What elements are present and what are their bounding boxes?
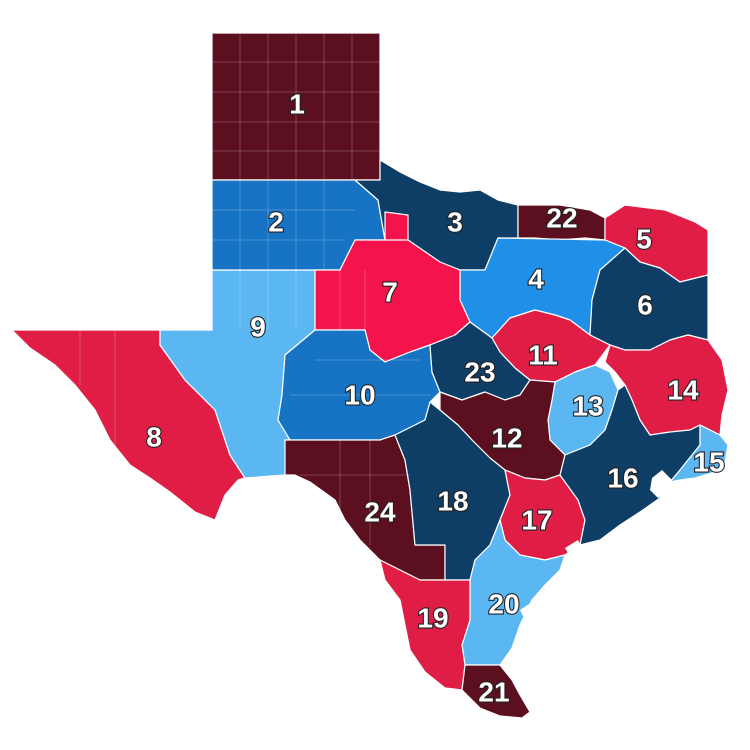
region-label-22: 22 bbox=[546, 203, 577, 234]
region-label-1: 1 bbox=[289, 89, 305, 120]
region-label-4: 4 bbox=[528, 264, 544, 295]
region-label-17: 17 bbox=[521, 505, 552, 536]
region-label-10: 10 bbox=[344, 380, 375, 411]
region-label-7: 7 bbox=[382, 277, 398, 308]
county-lines bbox=[79, 33, 430, 545]
region-label-24: 24 bbox=[364, 497, 396, 528]
region-label-8: 8 bbox=[146, 422, 162, 453]
region-label-9: 9 bbox=[250, 312, 266, 343]
region-label-23: 23 bbox=[464, 357, 495, 388]
matagorda-bay bbox=[565, 540, 584, 560]
region-label-12: 12 bbox=[491, 423, 522, 454]
region-label-18: 18 bbox=[437, 486, 468, 517]
region-label-16: 16 bbox=[607, 463, 638, 494]
region-label-2: 2 bbox=[268, 207, 284, 238]
region-labels: 1 2 3 4 5 6 7 8 9 10 11 12 13 14 15 16 1… bbox=[145, 87, 726, 708]
region-label-19: 19 bbox=[417, 603, 448, 634]
galveston-bay bbox=[650, 470, 672, 498]
region-label-15: 15 bbox=[693, 447, 724, 478]
region-label-13: 13 bbox=[572, 391, 603, 422]
region-label-21: 21 bbox=[478, 677, 509, 708]
region-label-3: 3 bbox=[447, 207, 463, 238]
region-label-14: 14 bbox=[667, 375, 699, 406]
region-label-20: 20 bbox=[488, 589, 519, 620]
region-label-6: 6 bbox=[637, 290, 653, 321]
region-15[interactable] bbox=[669, 424, 729, 483]
laguna-madre bbox=[514, 645, 522, 672]
region-label-5: 5 bbox=[636, 224, 652, 255]
corpus-bay bbox=[520, 602, 536, 622]
region-label-11: 11 bbox=[528, 340, 558, 371]
region-21[interactable] bbox=[461, 664, 531, 719]
